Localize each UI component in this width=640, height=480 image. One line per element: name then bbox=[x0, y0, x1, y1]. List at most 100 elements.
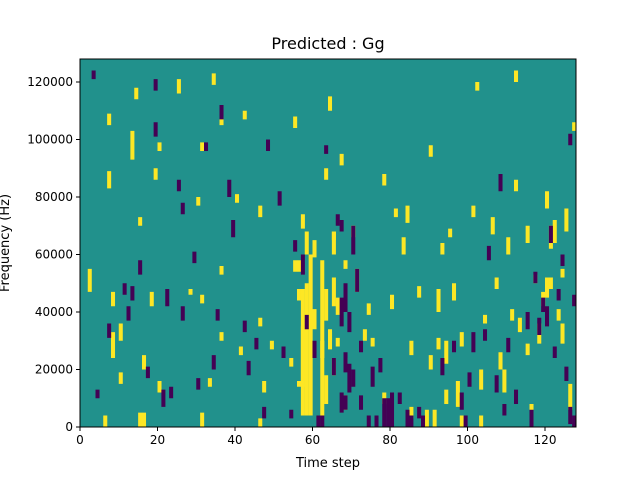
heatmap-cell-positive bbox=[560, 268, 565, 278]
y-tick-label: 120000 bbox=[27, 75, 73, 89]
heatmap-cell-positive bbox=[556, 309, 561, 321]
heatmap-cell-positive bbox=[452, 283, 457, 301]
heatmap-cell-negative bbox=[145, 366, 150, 379]
heatmap-cell-positive bbox=[258, 418, 263, 428]
heatmap-cell-negative bbox=[204, 142, 209, 152]
heatmap-cell-positive bbox=[312, 309, 317, 330]
heatmap-cell-positive bbox=[293, 116, 298, 128]
heatmap-cell-negative bbox=[440, 358, 445, 376]
heatmap-cell-negative bbox=[293, 240, 298, 252]
heatmap-cell-negative bbox=[568, 133, 573, 146]
heatmap-cells bbox=[87, 70, 577, 428]
heatmap-cell-positive bbox=[219, 266, 224, 275]
heatmap-cell-negative bbox=[196, 378, 201, 390]
heatmap-cell-positive bbox=[331, 231, 336, 255]
heatmap-cell-positive bbox=[138, 412, 143, 428]
heatmap-cell-negative bbox=[378, 358, 383, 373]
heatmap-cell-positive bbox=[362, 329, 367, 341]
heatmap-cell-positive bbox=[510, 309, 515, 321]
heatmap-cell-negative bbox=[560, 254, 565, 266]
heatmap-cell-negative bbox=[138, 260, 143, 275]
heatmap-cell-positive bbox=[506, 237, 511, 255]
heatmap-cell-positive bbox=[211, 73, 216, 85]
heatmap-cell-negative bbox=[169, 386, 174, 399]
heatmap-cell-positive bbox=[304, 231, 309, 255]
heatmap-cell-positive bbox=[545, 191, 550, 209]
heatmap-cell-positive bbox=[494, 277, 499, 289]
heatmap-cell-positive bbox=[572, 122, 577, 131]
heatmap-cell-negative bbox=[421, 415, 426, 427]
heatmap-cell-negative bbox=[312, 340, 317, 358]
x-tick-label: 0 bbox=[76, 433, 84, 447]
chart-title: Predicted : Gg bbox=[271, 34, 384, 53]
x-tick-label: 20 bbox=[150, 433, 165, 447]
heatmap-cell-negative bbox=[304, 314, 309, 330]
heatmap-cell-positive bbox=[517, 317, 522, 333]
heatmap-cell-positive bbox=[304, 283, 309, 416]
heatmap-cell-negative bbox=[506, 337, 511, 353]
heatmap-cell-positive bbox=[328, 96, 333, 111]
heatmap-cell-negative bbox=[525, 312, 530, 330]
y-tick-label: 20000 bbox=[35, 363, 73, 377]
heatmap-cell-positive bbox=[297, 289, 302, 301]
heatmap-cell-positive bbox=[300, 289, 305, 387]
heatmap-cell-negative bbox=[215, 309, 220, 321]
heatmap-cell-negative bbox=[347, 312, 352, 333]
heatmap-cell-positive bbox=[339, 153, 344, 166]
heatmap-cell-positive bbox=[103, 415, 108, 427]
y-tick-label: 0 bbox=[65, 420, 73, 434]
heatmap-cell-positive bbox=[107, 171, 112, 189]
x-tick-label: 60 bbox=[305, 433, 320, 447]
heatmap-cell-positive bbox=[142, 412, 147, 428]
heatmap-cell-positive bbox=[320, 340, 325, 358]
heatmap-cell-negative bbox=[227, 179, 232, 197]
heatmap-cell-negative bbox=[486, 245, 491, 261]
heatmap-cell-negative bbox=[91, 70, 96, 80]
heatmap-cell-positive bbox=[331, 277, 336, 307]
heatmap-cell-negative bbox=[417, 406, 422, 419]
heatmap-cell-negative bbox=[161, 389, 166, 407]
y-tick-label: 40000 bbox=[35, 305, 73, 319]
heatmap-cell-positive bbox=[490, 217, 495, 235]
heatmap-cell-positive bbox=[289, 358, 294, 367]
heatmap-cell-positive bbox=[440, 243, 445, 255]
heatmap-cell-positive bbox=[196, 197, 201, 206]
heatmap-cell-negative bbox=[339, 220, 344, 232]
heatmap-cell-negative bbox=[262, 406, 267, 419]
heatmap-plot-area bbox=[80, 59, 577, 428]
heatmap-cell-negative bbox=[339, 392, 344, 413]
heatmap-cell-negative bbox=[483, 329, 488, 341]
heatmap-cell-negative bbox=[254, 337, 259, 350]
heatmap-cell-negative bbox=[107, 323, 112, 338]
heatmap-cell-negative bbox=[281, 346, 286, 358]
heatmap-cell-positive bbox=[514, 70, 519, 82]
x-tick-label: 80 bbox=[382, 433, 397, 447]
heatmap-cell-negative bbox=[339, 297, 344, 327]
heatmap-cell-negative bbox=[541, 297, 546, 313]
heatmap-cell-negative bbox=[192, 251, 197, 264]
heatmap-cell-positive bbox=[417, 286, 422, 298]
y-tick-label: 60000 bbox=[35, 248, 73, 262]
heatmap-cell-positive bbox=[188, 289, 193, 295]
heatmap-cell-negative bbox=[545, 306, 550, 327]
heatmap-cell-positive bbox=[87, 268, 92, 292]
heatmap-cell-positive bbox=[320, 260, 325, 416]
heatmap-cell-positive bbox=[219, 332, 224, 341]
heatmap-cell-negative bbox=[374, 415, 379, 427]
heatmap-cell-positive bbox=[153, 168, 158, 180]
heatmap-cell-negative bbox=[343, 395, 348, 410]
heatmap-cell-positive bbox=[448, 228, 453, 238]
heatmap-cell-negative bbox=[231, 220, 236, 238]
heatmap-cell-negative bbox=[568, 406, 573, 425]
heatmap-cell-negative bbox=[355, 268, 360, 292]
heatmap-cell-positive bbox=[142, 355, 147, 370]
heatmap-cell-positive bbox=[118, 372, 123, 384]
heatmap-cell-negative bbox=[564, 366, 569, 382]
heatmap-cell-negative bbox=[556, 289, 561, 301]
heatmap-cell-negative bbox=[351, 369, 356, 387]
y-tick-label: 100000 bbox=[27, 133, 73, 147]
heatmap-cell-positive bbox=[479, 369, 484, 390]
heatmap-cell-negative bbox=[397, 392, 402, 404]
heatmap-cell-positive bbox=[370, 337, 375, 347]
x-axis-label: Time step bbox=[295, 456, 360, 471]
